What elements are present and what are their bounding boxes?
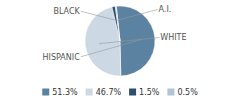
legend-item: 51.3% — [42, 88, 78, 97]
legend-label: 1.5% — [139, 88, 160, 97]
leader-line — [117, 10, 157, 21]
legend-item: 0.5% — [167, 88, 198, 97]
legend-item: 46.7% — [86, 88, 122, 97]
pie-slice — [85, 7, 121, 76]
slice-label: HISPANIC — [43, 53, 81, 62]
legend-swatch — [42, 89, 49, 96]
legend-item: 1.5% — [129, 88, 160, 97]
legend-label: 51.3% — [52, 88, 78, 97]
chart: HISPANIC WHITE BLACK A.I. 51.3% 46.7% 1.5% 0.5% — [0, 0, 240, 100]
legend-label: 0.5% — [177, 88, 198, 97]
pie-slice — [115, 6, 120, 41]
legend-label: 46.7% — [96, 88, 122, 97]
legend: 51.3% 46.7% 1.5% 0.5% — [42, 88, 198, 97]
leader-line — [81, 11, 116, 20]
slice-label: A.I. — [159, 5, 172, 14]
legend-swatch — [167, 89, 174, 96]
legend-swatch — [129, 89, 136, 96]
pie — [85, 6, 155, 76]
slice-label: WHITE — [160, 33, 186, 42]
leader-line — [99, 38, 159, 44]
labels: HISPANIC WHITE BLACK A.I. — [43, 5, 187, 61]
slice-label: BLACK — [53, 7, 80, 16]
legend-swatch — [86, 89, 93, 96]
pie-slice — [112, 6, 120, 41]
